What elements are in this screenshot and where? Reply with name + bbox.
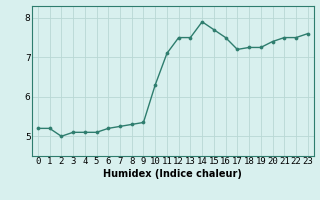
- X-axis label: Humidex (Indice chaleur): Humidex (Indice chaleur): [103, 169, 242, 179]
